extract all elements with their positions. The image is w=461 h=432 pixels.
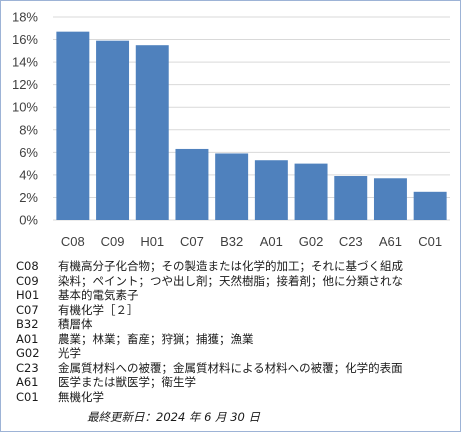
x-axis-tick-labels: C08 C09 H01 C07 B32 A01 G02 C23 A61 C01 bbox=[61, 234, 442, 249]
bar-c08 bbox=[56, 31, 90, 220]
y-tick-label: 18% bbox=[12, 10, 38, 25]
bar-a01 bbox=[254, 160, 288, 220]
legend-row-a61: A61 医学または獣医学；衛生学 bbox=[16, 375, 456, 390]
legend-description: 無機化学 bbox=[58, 389, 104, 404]
legend-code: H01 bbox=[16, 288, 40, 302]
y-tick-label: 10% bbox=[12, 100, 38, 115]
bar-b32 bbox=[215, 153, 249, 220]
x-tick-label: C08 bbox=[61, 234, 85, 249]
bar-c09 bbox=[96, 40, 130, 220]
legend-row-c23: C23 金属質材料への被覆；金属質材料による材料への被覆；化学的表面 bbox=[16, 361, 456, 376]
legend-row-c01: C01 無機化学 bbox=[16, 390, 456, 405]
legend-row-a01: A01 農業；林業；畜産；狩猟；捕獲；漁業 bbox=[16, 332, 456, 347]
y-tick-label: 12% bbox=[12, 77, 38, 92]
x-tick-label: H01 bbox=[140, 234, 164, 249]
y-tick-label: 4% bbox=[19, 167, 38, 182]
y-axis-tick-labels: 0% 2% 4% 6% 8% 10% 12% 14% 16% 18% bbox=[12, 10, 38, 228]
x-tick-label: B32 bbox=[220, 234, 243, 249]
legend-code: A01 bbox=[16, 331, 39, 346]
bar-chart: 0% 2% 4% 6% 8% 10% 12% 14% 16% 18% C08 C09 H01 C07 B3… bbox=[12, 10, 450, 249]
y-tick-label: 16% bbox=[12, 32, 38, 47]
legend-row-b32: B32 積層体 bbox=[16, 317, 456, 332]
legend-description: 有機高分子化合物；その製造または化学的加工；それに基づく組成 bbox=[58, 259, 403, 273]
legend-row-c09: C09 染料；ペイント；つや出し剤；天然樹脂；接着剤；他に分類されな bbox=[16, 274, 456, 289]
bar-c01 bbox=[413, 191, 447, 220]
legend-description: 基本的電気素子 bbox=[58, 288, 139, 302]
x-tick-label: A61 bbox=[379, 234, 402, 249]
bar-a61 bbox=[373, 178, 407, 220]
x-tick-label: C07 bbox=[180, 234, 204, 249]
bar-c07 bbox=[175, 148, 209, 220]
legend-row-h01: H01 基本的電気素子 bbox=[16, 288, 456, 303]
legend-code: B32 bbox=[16, 317, 39, 331]
x-tick-label: C09 bbox=[101, 234, 125, 249]
bars bbox=[56, 31, 447, 220]
x-tick-label: G02 bbox=[299, 234, 324, 249]
legend-code: C01 bbox=[16, 389, 39, 404]
y-tick-label: 2% bbox=[19, 190, 38, 205]
legend-description: 積層体 bbox=[58, 317, 93, 331]
legend-description: 金属質材料への被覆；金属質材料による材料への被覆；化学的表面 bbox=[58, 360, 403, 375]
legend-description: 有機化学［２］ bbox=[58, 302, 139, 317]
x-tick-label: A01 bbox=[260, 234, 283, 249]
bar-g02 bbox=[294, 163, 328, 220]
legend-code: C09 bbox=[16, 273, 39, 288]
legend-code: C23 bbox=[16, 360, 39, 375]
x-tick-label: C01 bbox=[418, 234, 442, 249]
bar-c23 bbox=[334, 176, 368, 220]
last-updated-note: 最終更新日：2024 年 6 月 30 日 bbox=[87, 410, 260, 424]
bar-h01 bbox=[135, 45, 169, 220]
legend-code: A61 bbox=[16, 375, 39, 389]
legend-code: C08 bbox=[16, 259, 39, 273]
legend-row-g02: G02 光学 bbox=[16, 346, 456, 361]
y-tick-label: 14% bbox=[12, 55, 38, 70]
legend-code: G02 bbox=[16, 346, 40, 360]
legend-code: C07 bbox=[16, 302, 39, 317]
y-tick-label: 0% bbox=[19, 213, 38, 228]
y-tick-label: 8% bbox=[19, 122, 38, 137]
legend-description: 光学 bbox=[58, 346, 81, 360]
legend-description: 医学または獣医学；衛生学 bbox=[58, 375, 196, 389]
category-legend: C08 有機高分子化合物；その製造または化学的加工；それに基づく組成 C09 染料；ペ… bbox=[16, 259, 456, 404]
legend-description: 農業；林業；畜産；狩猟；捕獲；漁業 bbox=[58, 331, 254, 346]
legend-row-c08: C08 有機高分子化合物；その製造または化学的加工；それに基づく組成 bbox=[16, 259, 456, 274]
legend-row-c07: C07 有機化学［２］ bbox=[16, 303, 456, 318]
x-tick-label: C23 bbox=[339, 234, 363, 249]
y-tick-label: 6% bbox=[19, 145, 38, 160]
legend-description: 染料；ペイント；つや出し剤；天然樹脂；接着剤；他に分類されな bbox=[58, 273, 403, 288]
